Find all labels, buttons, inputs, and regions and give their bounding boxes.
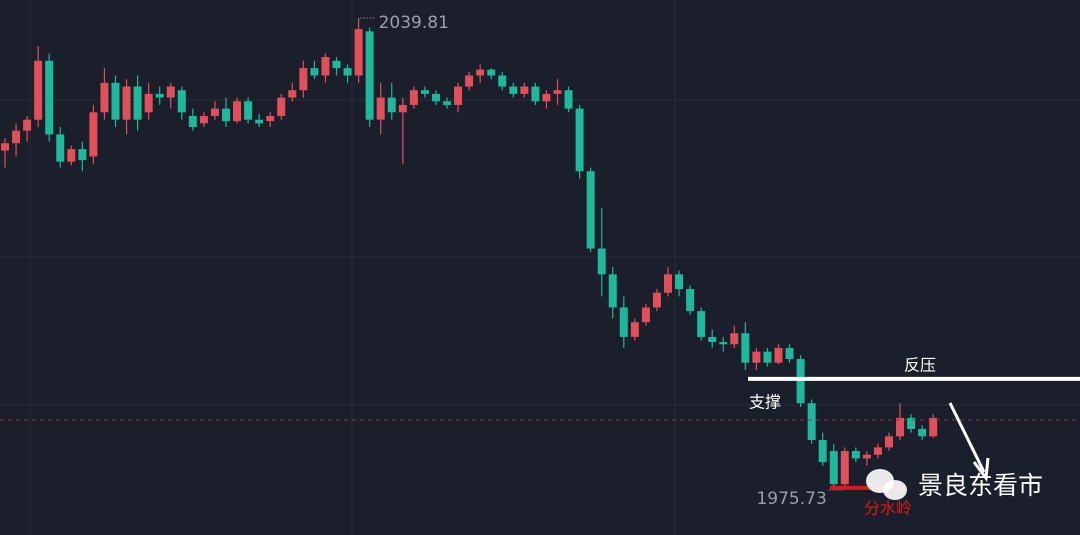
body: [365, 31, 374, 120]
body: [89, 112, 98, 157]
body: [387, 97, 396, 113]
body: [398, 104, 407, 113]
body: [818, 440, 827, 463]
body: [608, 274, 617, 308]
body: [1, 143, 9, 151]
body: [12, 130, 21, 144]
watermark: 景良东看市: [918, 471, 1043, 500]
body: [697, 311, 706, 337]
body: [641, 307, 650, 323]
body: [155, 93, 164, 98]
body: [45, 60, 54, 135]
body: [23, 119, 32, 131]
body: [133, 86, 142, 120]
body: [575, 108, 584, 172]
body: [829, 451, 838, 485]
body: [652, 292, 661, 308]
body: [929, 417, 938, 437]
body: [741, 333, 750, 363]
body: [409, 90, 418, 105]
body: [774, 347, 783, 363]
body: [244, 101, 253, 120]
body: [873, 447, 882, 455]
body: [885, 436, 893, 448]
body: [332, 60, 341, 69]
body: [564, 90, 573, 109]
body: [907, 417, 916, 429]
body: [796, 358, 805, 404]
body: [210, 108, 219, 116]
body: [498, 75, 507, 87]
body: [34, 60, 43, 120]
body: [100, 82, 109, 113]
body: [277, 97, 286, 116]
body: [431, 93, 440, 102]
body: [310, 68, 319, 76]
body: [597, 248, 606, 275]
body: [675, 274, 684, 290]
body: [343, 68, 352, 76]
body: [719, 342, 728, 345]
body: [807, 403, 816, 441]
body: [199, 115, 208, 124]
body: [586, 171, 595, 249]
body: [166, 86, 175, 98]
body: [840, 451, 849, 485]
body: [851, 451, 860, 459]
level-label: 分水岭: [864, 498, 912, 517]
body: [686, 289, 695, 312]
body: [376, 97, 385, 120]
body: [531, 86, 540, 102]
body: [188, 115, 197, 128]
arrow-head: [972, 457, 990, 482]
level-label: 反压: [904, 355, 936, 374]
body: [509, 86, 518, 94]
body: [630, 322, 639, 337]
body: [454, 86, 463, 105]
body: [321, 57, 330, 76]
body: [255, 119, 264, 124]
body: [177, 90, 186, 113]
body: [785, 347, 794, 359]
body: [752, 351, 761, 363]
body: [520, 86, 529, 94]
body: [443, 101, 451, 105]
body: [465, 75, 474, 87]
body: [299, 68, 308, 91]
body: [918, 428, 927, 437]
body: [730, 333, 739, 345]
body: [553, 90, 562, 94]
body: [708, 336, 717, 343]
low-label: 1975.73: [756, 489, 826, 509]
body: [122, 86, 131, 120]
level-label: 支撑: [749, 392, 781, 411]
body: [56, 134, 65, 162]
body: [144, 93, 153, 113]
body: [420, 90, 429, 94]
body: [222, 108, 230, 122]
high-label: 2039.81: [379, 13, 449, 33]
body: [266, 115, 275, 122]
icon: [883, 480, 907, 500]
arrow: [948, 402, 986, 473]
candles: [1, 17, 938, 490]
body: [111, 82, 120, 120]
body: [542, 93, 551, 102]
watermark-icon: [866, 469, 907, 500]
body: [354, 29, 363, 76]
body: [487, 69, 496, 76]
body: [288, 90, 297, 98]
body: [619, 307, 628, 337]
body: [896, 417, 905, 437]
body: [476, 69, 485, 76]
body: [763, 351, 772, 363]
body: [862, 454, 871, 459]
body: [233, 101, 242, 122]
body: [78, 149, 87, 161]
body: [664, 274, 672, 293]
body: [67, 149, 76, 162]
